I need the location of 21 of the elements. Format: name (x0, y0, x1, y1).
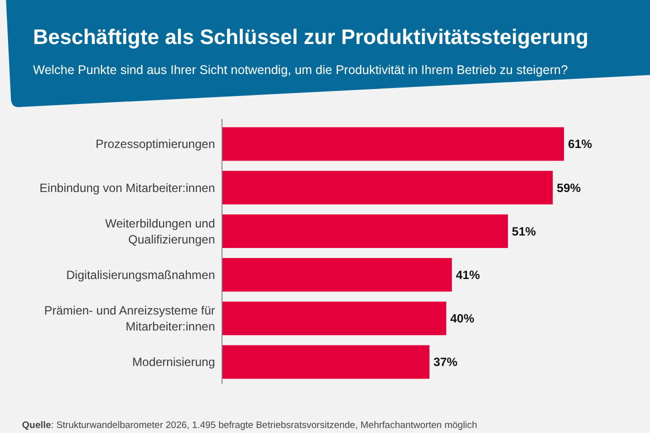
bar (222, 127, 564, 161)
data-label: 59% (556, 180, 582, 195)
bar (222, 214, 508, 248)
data-label: 41% (456, 268, 480, 282)
source-note: Quelle: Strukturwandelbarometer 2026, 1.495 befragte Betriebsratsvorsitzende, Mehrfachantworten möglich (22, 420, 478, 431)
data-label: 61% (568, 137, 592, 152)
chart-title: Beschäftigte als Schlüssel zur Produktivitätssteigerung (33, 26, 588, 49)
y-tick-label: Modernisierung (132, 355, 215, 370)
y-tick-label: Prämien- und Anreizsysteme für Mitarbeiter:innen (44, 304, 215, 334)
y-tick-label: Digitalisierungsmaßnahmen (66, 268, 215, 282)
y-tick-label: Prozessoptimierungen (96, 137, 215, 152)
data-label: 40% (450, 312, 475, 326)
chart-subtitle: Welche Punkte sind aus Ihrer Sicht notwendig, um die Produktivität in Ihrem Betrieb zu steigern? (33, 63, 568, 77)
bar (222, 258, 452, 292)
bar (222, 302, 446, 336)
data-label: 51% (512, 224, 536, 238)
y-tick-label: Einbindung von Mitarbeiter:innen (40, 180, 215, 195)
y-tick-label: Weiterbildungen und Qualifizierungen (105, 216, 215, 246)
bar (222, 345, 430, 379)
bar (222, 170, 553, 204)
data-label: 37% (433, 355, 458, 370)
